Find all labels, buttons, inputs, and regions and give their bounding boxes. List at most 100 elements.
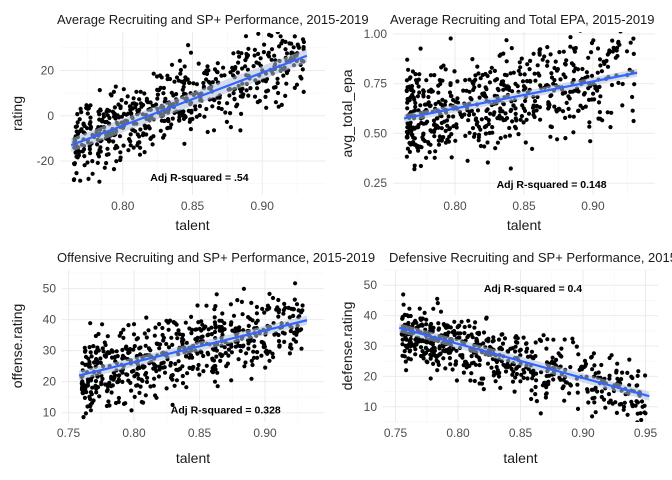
data-point [300,303,305,308]
data-point [189,314,194,319]
data-point [95,160,100,165]
data-point [504,73,509,78]
data-point [231,91,236,96]
data-point [477,358,482,363]
data-point [493,146,498,151]
data-point [404,129,409,134]
data-point [260,306,265,311]
data-point [538,83,543,88]
data-point [87,359,92,365]
data-point [283,305,288,310]
data-point [598,116,603,121]
data-point [210,80,215,85]
data-point [431,361,436,366]
data-point [85,126,90,131]
data-point [155,96,160,101]
data-point [596,370,601,375]
x-tick-label: 0.75 [384,426,408,440]
data-point [74,171,79,176]
data-point [483,131,488,136]
data-point [558,353,563,358]
data-point [403,359,408,364]
data-point [273,100,278,105]
data-point [438,81,443,87]
data-point [223,350,228,356]
data-point [228,322,233,327]
data-point [276,297,281,303]
data-point [135,366,140,371]
data-point [512,389,517,394]
data-point [234,104,239,109]
data-point [432,134,437,139]
data-point [157,364,162,369]
data-point [446,330,451,335]
data-point [503,369,509,374]
data-point [262,344,267,349]
data-point [610,38,615,43]
data-point [511,103,516,108]
data-point [116,395,121,401]
data-point [75,120,80,125]
data-point [261,50,266,55]
y-axis-title: defense.rating [339,302,355,391]
data-point [528,370,534,375]
data-point [615,53,620,59]
data-point [549,93,554,98]
data-point [283,47,288,52]
data-point [631,36,636,41]
data-point [431,118,437,123]
data-point [109,390,114,395]
data-point [275,76,280,81]
data-point [181,109,186,114]
data-point [255,355,260,360]
data-point [210,366,215,371]
data-point [525,79,530,84]
data-point [498,385,503,390]
data-point [617,378,622,384]
data-point [532,114,537,120]
data-point [109,355,115,360]
data-point [177,115,182,120]
data-point [238,128,243,133]
data-point [473,117,478,122]
x-tick-label: 0.80 [446,426,470,440]
chart-panel: 0.75 0.80 0.85 0.90 10 20 30 40 50 Adj R-squared … [9,250,375,466]
data-point [138,89,143,94]
data-point [220,329,225,334]
data-point [635,400,641,405]
data-point [467,77,472,82]
data-point [251,349,256,354]
data-point [82,154,87,159]
data-point [223,110,228,115]
data-point [454,348,459,353]
data-point [80,380,85,385]
data-point [530,376,535,381]
data-point [228,70,233,75]
data-point [137,97,142,102]
data-point [294,302,300,307]
data-point [608,125,613,130]
data-point [161,85,166,91]
data-point [528,58,533,64]
data-point [90,400,95,405]
data-point [493,379,498,384]
data-point [474,122,479,127]
data-point [215,70,220,75]
data-point [516,68,521,73]
data-point [454,378,459,383]
data-point [422,102,428,107]
data-point [181,91,187,96]
data-point [74,129,79,134]
data-point [443,99,448,104]
data-point [448,36,453,41]
data-point [529,396,534,402]
data-point [134,337,139,342]
data-point [512,124,518,129]
data-point [88,103,93,108]
data-point [222,345,227,350]
x-tick-label: 0.85 [181,199,205,213]
data-point [586,97,592,102]
data-point [491,370,496,375]
data-point [146,346,152,351]
data-point [250,362,255,368]
